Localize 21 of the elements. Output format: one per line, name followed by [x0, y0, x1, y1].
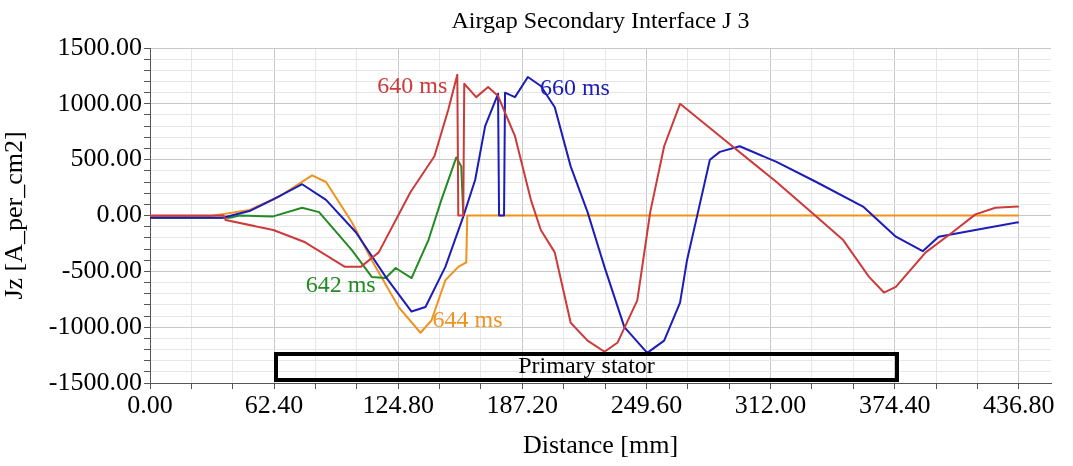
x-tick-label: 62.40	[244, 390, 304, 420]
y-tick-label: 1000.00	[57, 87, 142, 117]
y-tick-label: -500.00	[61, 255, 142, 285]
y-tick-label: 500.00	[70, 143, 142, 173]
x-tick-label: 249.60	[610, 390, 683, 420]
y-tick-label: 0.00	[96, 199, 142, 229]
chart-title: Airgap Secondary Interface J 3	[451, 7, 750, 34]
x-tick-label: 312.00	[734, 390, 807, 420]
annotation: Primary stator	[518, 352, 655, 379]
series-label: 660 ms	[539, 74, 610, 101]
series-label: 642 ms	[305, 271, 376, 298]
series-label: 640 ms	[377, 72, 448, 99]
x-tick-label: 374.40	[858, 390, 931, 420]
series-label: 644 ms	[432, 306, 503, 333]
y-tick-label: 1500.00	[57, 31, 142, 61]
y-tick-label: -1000.00	[48, 310, 142, 340]
y-axis-title: Jz [A_per_cm2]	[0, 131, 29, 300]
x-tick-label: 436.80	[983, 390, 1055, 420]
x-tick-label: 187.20	[486, 390, 559, 420]
x-axis-title: Distance [mm]	[522, 430, 679, 460]
x-tick-label: 124.80	[362, 390, 434, 420]
